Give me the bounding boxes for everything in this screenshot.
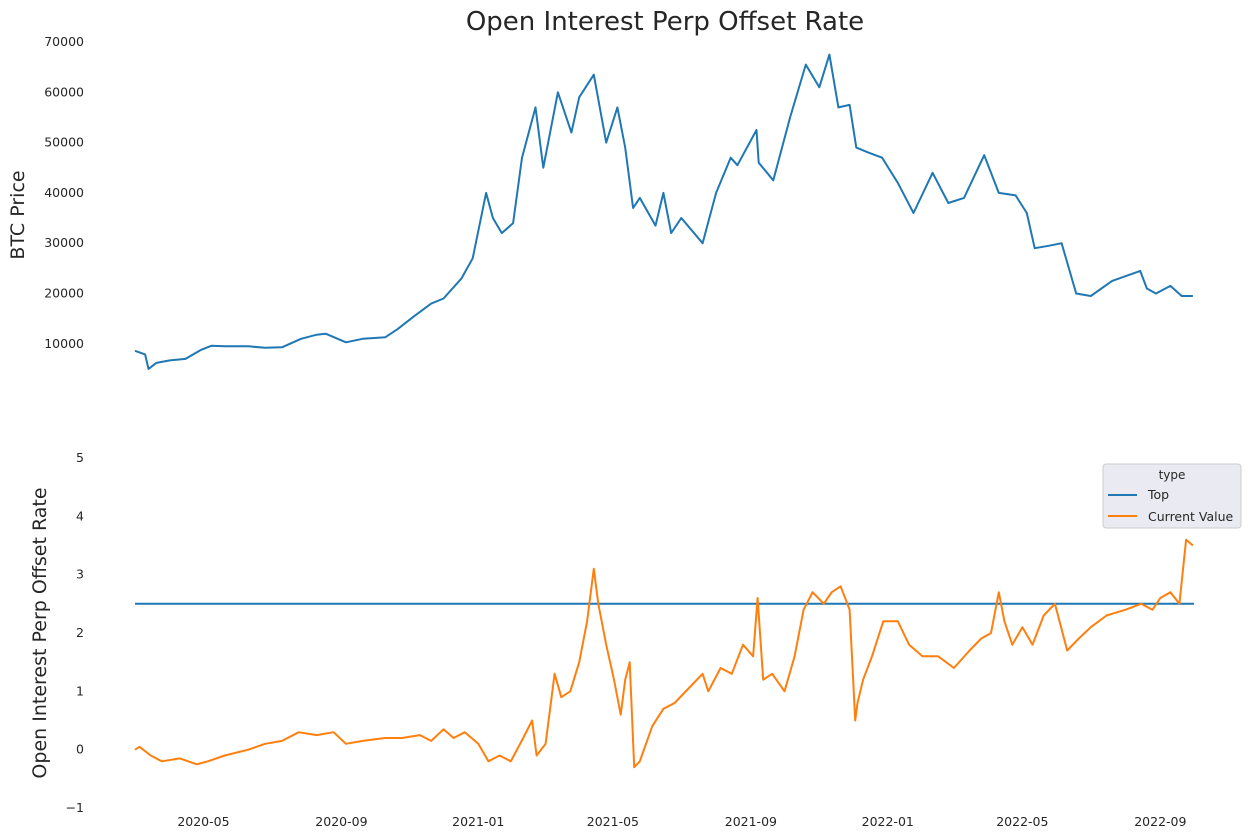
x-tick-label: 2022-09 [1134, 814, 1186, 829]
legend-label-current-value: Current Value [1148, 509, 1234, 524]
price-plot-area [110, 40, 1220, 400]
price-y-tick-label: 70000 [44, 34, 84, 49]
rate-y-tick-label: −1 [66, 800, 84, 815]
legend: type Top Current Value [1102, 463, 1242, 529]
rate-y-tick-label: 1 [76, 683, 84, 698]
rate-y-tick-label: 4 [76, 508, 84, 523]
legend-label-top: Top [1147, 487, 1169, 502]
x-tick-label: 2020-09 [315, 814, 367, 829]
rate-y-ticks: −1 0 1 2 3 4 5 [66, 450, 84, 815]
price-y-axis-label: BTC Price [7, 170, 29, 259]
rate-panel: Open Interest Perp Offset Rate −1012345 … [29, 450, 1220, 829]
price-y-ticks: 10000 20000 30000 40000 50000 60000 70000 [44, 34, 84, 351]
rate-plot-area [110, 450, 1220, 810]
price-lines [134, 53, 1193, 370]
price-y-tick-label: 20000 [44, 285, 84, 300]
legend-box [1102, 463, 1242, 529]
x-tick-label: 2021-05 [587, 814, 639, 829]
rate-y-tick-label: 2 [76, 625, 84, 640]
x-tick-label: 2022-01 [862, 814, 914, 829]
current-value-line [134, 538, 1194, 769]
x-tick-label: 2022-05 [996, 814, 1048, 829]
price-panel: BTC Price 10000 20000 30000 40000 50000 60000… [7, 34, 1220, 400]
rate-y-tick-label: 5 [76, 450, 84, 465]
price-y-tick-label: 40000 [44, 185, 84, 200]
legend-title: type [1159, 468, 1186, 482]
x-tick-label: 2020-05 [177, 814, 229, 829]
price-y-tick-label: 10000 [44, 336, 84, 351]
rate-y-tick-label: 0 [76, 742, 84, 757]
rate-x-ticks: 2020-05 2020-09 2021-01 2021-05 2021-09 2022-… [177, 814, 1186, 829]
rate-y-tick-label: 3 [76, 567, 84, 582]
chart-title: Open Interest Perp Offset Rate [466, 7, 864, 37]
x-tick-label: 2021-09 [725, 814, 777, 829]
price-y-tick-label: 30000 [44, 235, 84, 250]
price-y-tick-label: 60000 [44, 84, 84, 99]
rate-lines [134, 538, 1194, 769]
rate-y-axis-label: Open Interest Perp Offset Rate [29, 487, 51, 778]
btc-price-line [134, 53, 1193, 370]
x-tick-label: 2021-01 [452, 814, 504, 829]
price-y-tick-label: 50000 [44, 135, 84, 150]
